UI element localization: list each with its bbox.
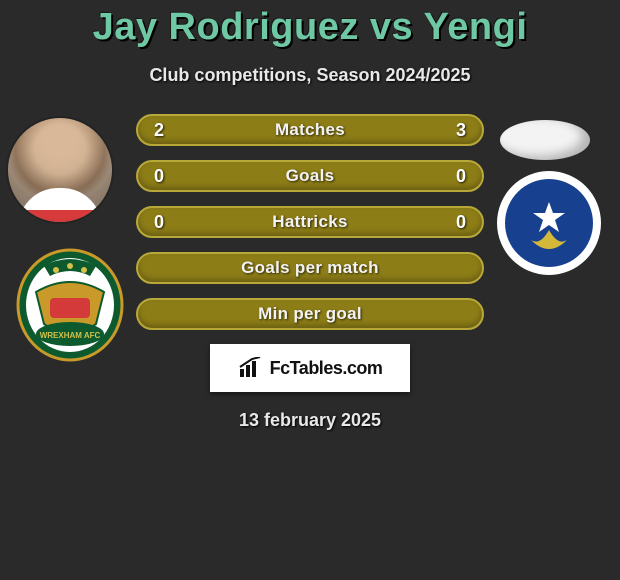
stat-row-matches: 2 Matches 3 [136,114,484,146]
comparison-stage: WREXHAM AFC 2 Matches 3 0 Goals [0,114,620,431]
stat-row-min-per-goal: Min per goal [136,298,484,330]
stat-right-value: 3 [456,116,466,144]
stat-row-goals-per-match: Goals per match [136,252,484,284]
player-left-avatar [8,118,112,222]
subtitle: Club competitions, Season 2024/2025 [0,65,620,86]
portsmouth-crest-icon [496,170,602,276]
date-label: 13 february 2025 [0,410,620,431]
stat-right-value: 0 [456,162,466,190]
crest-right [496,170,602,276]
stat-left-value: 0 [154,162,164,190]
stat-left-value: 2 [154,116,164,144]
chart-icon [238,357,264,379]
page-title: Jay Rodriguez vs Yengi [0,0,620,49]
stat-label: Hattricks [272,212,347,232]
stat-label: Goals per match [241,258,379,278]
comparison-card: Jay Rodriguez vs Yengi Club competitions… [0,0,620,431]
stat-bars: 2 Matches 3 0 Goals 0 0 Hattricks 0 Goal… [136,114,484,330]
stat-left-value: 0 [154,208,164,236]
wrexham-crest-icon: WREXHAM AFC [16,248,124,362]
stat-right-value: 0 [456,208,466,236]
player-right-avatar [500,120,590,160]
badge-text: FcTables.com [270,358,383,379]
crest-left-text: WREXHAM AFC [40,331,101,340]
stat-label: Min per goal [258,304,362,324]
source-badge: FcTables.com [210,344,410,392]
stat-label: Matches [275,120,345,140]
crest-left: WREXHAM AFC [16,248,124,362]
stat-row-goals: 0 Goals 0 [136,160,484,192]
stat-row-hattricks: 0 Hattricks 0 [136,206,484,238]
stat-label: Goals [286,166,335,186]
